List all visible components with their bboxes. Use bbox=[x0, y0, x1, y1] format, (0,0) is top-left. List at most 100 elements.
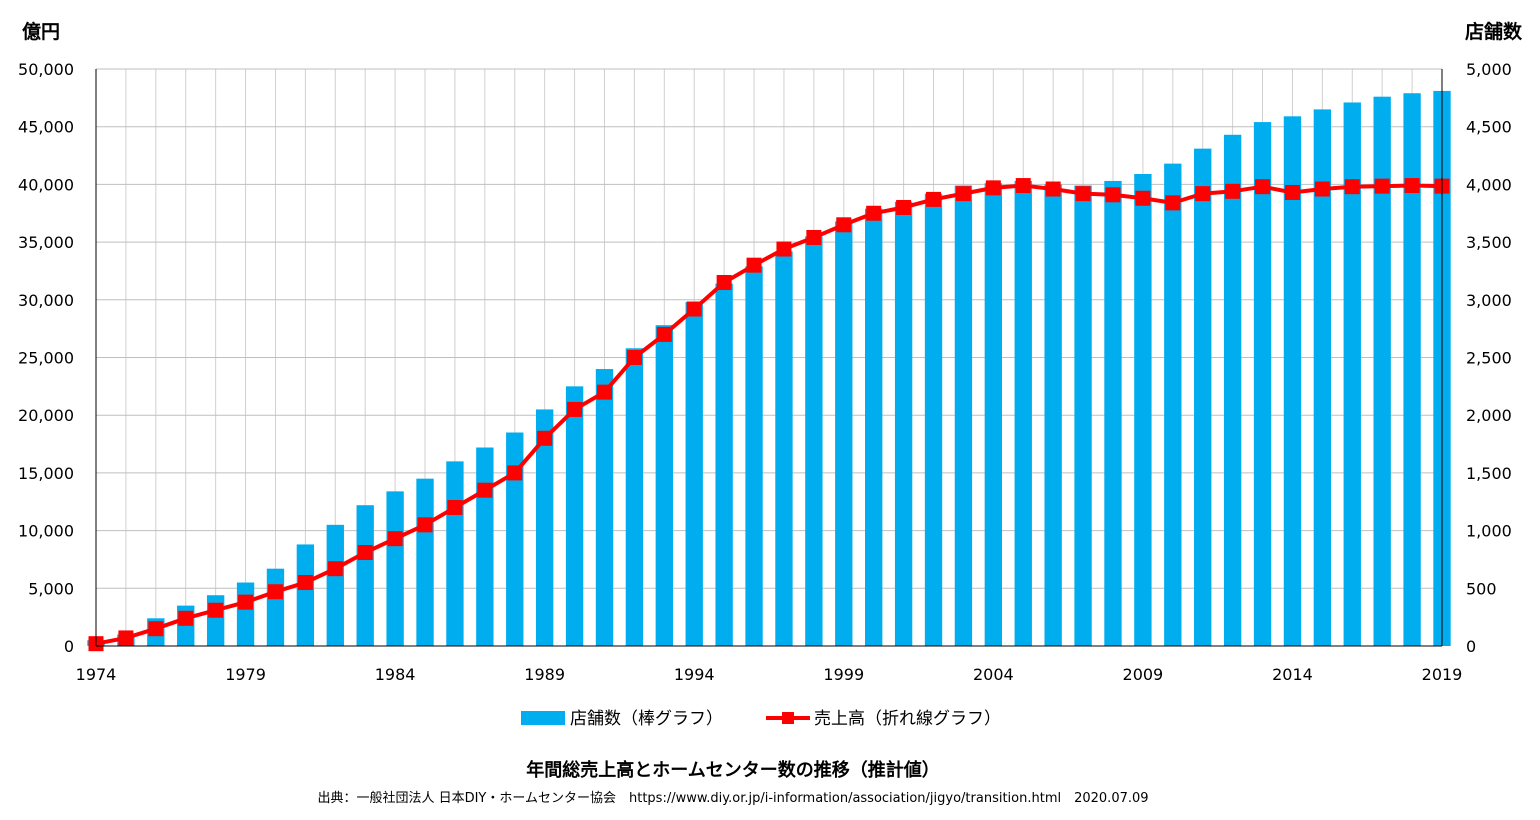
chart-title: 年間総売上高とホームセンター数の推移（推計値） bbox=[526, 759, 939, 781]
left-axis-ticks: 0 5,000 10,000 15,000 20,000 25,000 30,000 35,0… bbox=[18, 60, 74, 656]
x-tick-label: 2014 bbox=[1272, 665, 1313, 684]
line-point bbox=[686, 301, 702, 317]
sales-line bbox=[95, 183, 1443, 646]
right-tick-label: 0 bbox=[1466, 637, 1476, 656]
bar bbox=[1194, 148, 1212, 646]
left-tick-label: 50,000 bbox=[18, 60, 74, 79]
axes bbox=[95, 69, 1443, 647]
line-point bbox=[208, 602, 224, 618]
line-point bbox=[417, 517, 433, 533]
right-tick-label: 4,000 bbox=[1466, 175, 1512, 194]
bar bbox=[835, 221, 853, 646]
legend-bar-label: 店舗数（棒グラフ） bbox=[570, 709, 723, 729]
right-tick-label: 4,500 bbox=[1466, 118, 1512, 137]
line-point bbox=[866, 205, 882, 221]
bar bbox=[775, 251, 793, 646]
line-point bbox=[327, 561, 343, 577]
left-tick-label: 15,000 bbox=[18, 464, 74, 483]
right-axis-unit: 店舗数 bbox=[1465, 20, 1523, 43]
line-point bbox=[776, 241, 792, 257]
legend-line-marker bbox=[782, 712, 794, 724]
source-note: 出典：一般社団法人 日本DIY・ホームセンター協会 https://www.di… bbox=[317, 790, 1148, 806]
bar bbox=[865, 208, 883, 646]
line-point bbox=[537, 430, 553, 446]
line-point bbox=[357, 545, 373, 561]
right-tick-label: 3,500 bbox=[1466, 233, 1512, 252]
left-tick-label: 20,000 bbox=[18, 406, 74, 425]
line-point bbox=[896, 199, 912, 215]
legend-bar-swatch bbox=[521, 711, 565, 725]
line-point bbox=[716, 274, 732, 290]
x-tick-label: 1994 bbox=[674, 665, 715, 684]
left-tick-label: 35,000 bbox=[18, 233, 74, 252]
bar bbox=[1014, 180, 1032, 647]
bar bbox=[1044, 184, 1062, 646]
right-tick-label: 500 bbox=[1466, 579, 1497, 598]
line-point bbox=[656, 326, 672, 342]
line-point bbox=[267, 584, 283, 600]
bar bbox=[954, 185, 973, 646]
right-tick-label: 2,500 bbox=[1466, 349, 1512, 368]
bar bbox=[1313, 109, 1332, 646]
bar bbox=[476, 447, 494, 646]
x-tick-label: 2009 bbox=[1123, 665, 1164, 684]
line-point bbox=[1344, 179, 1360, 195]
bar bbox=[506, 432, 524, 646]
left-tick-label: 5,000 bbox=[28, 579, 74, 598]
line-point bbox=[1135, 190, 1151, 206]
line-point bbox=[387, 531, 403, 547]
bar bbox=[805, 236, 823, 646]
line-point bbox=[596, 384, 612, 400]
line-point bbox=[567, 401, 583, 417]
bar bbox=[1343, 102, 1361, 646]
right-tick-label: 5,000 bbox=[1466, 60, 1512, 79]
legend: 店舗数（棒グラフ） 売上高（折れ線グラフ） bbox=[521, 709, 1001, 729]
bar-series bbox=[87, 90, 1451, 647]
left-tick-label: 25,000 bbox=[18, 349, 74, 368]
bar bbox=[1164, 163, 1182, 647]
bar bbox=[386, 491, 404, 646]
left-tick-label: 0 bbox=[64, 637, 74, 656]
line-point bbox=[1045, 181, 1061, 197]
left-tick-label: 40,000 bbox=[18, 175, 74, 194]
bar bbox=[266, 568, 285, 646]
line-point bbox=[955, 186, 971, 202]
legend-line-label: 売上高（折れ線グラフ） bbox=[814, 709, 1001, 729]
line-point bbox=[1314, 181, 1330, 197]
line-point bbox=[1075, 186, 1091, 202]
bar bbox=[715, 283, 733, 646]
bar bbox=[894, 201, 913, 646]
x-tick-label: 2019 bbox=[1422, 665, 1463, 684]
line-point bbox=[1195, 186, 1211, 202]
line-point bbox=[1255, 179, 1271, 195]
line-point bbox=[626, 350, 642, 365]
right-tick-label: 2,000 bbox=[1466, 406, 1512, 425]
bar bbox=[356, 505, 374, 646]
x-axis-ticks: 1974 1979 1984 1989 1994 1999 2004 2009 2014 2019 bbox=[76, 665, 1463, 684]
line-point bbox=[118, 630, 134, 646]
bar bbox=[535, 409, 554, 646]
x-tick-label: 2004 bbox=[973, 665, 1014, 684]
bar bbox=[984, 183, 1003, 646]
line-point bbox=[1105, 187, 1121, 203]
x-tick-label: 1974 bbox=[76, 665, 117, 684]
right-tick-label: 1,000 bbox=[1466, 522, 1512, 541]
bar bbox=[296, 544, 315, 646]
bar bbox=[446, 461, 464, 646]
left-tick-label: 10,000 bbox=[18, 522, 74, 541]
line-point bbox=[746, 257, 762, 273]
bar bbox=[1403, 93, 1421, 646]
bar bbox=[1134, 174, 1152, 646]
bar bbox=[236, 582, 255, 646]
bar bbox=[565, 386, 584, 646]
bar bbox=[1373, 96, 1391, 647]
line-point bbox=[836, 217, 852, 233]
bar bbox=[745, 266, 763, 646]
line-point bbox=[507, 465, 523, 481]
x-tick-label: 1979 bbox=[225, 665, 266, 684]
bar bbox=[1104, 180, 1122, 647]
x-tick-label: 1989 bbox=[524, 665, 565, 684]
line-point bbox=[238, 594, 254, 610]
line-point bbox=[447, 500, 463, 516]
